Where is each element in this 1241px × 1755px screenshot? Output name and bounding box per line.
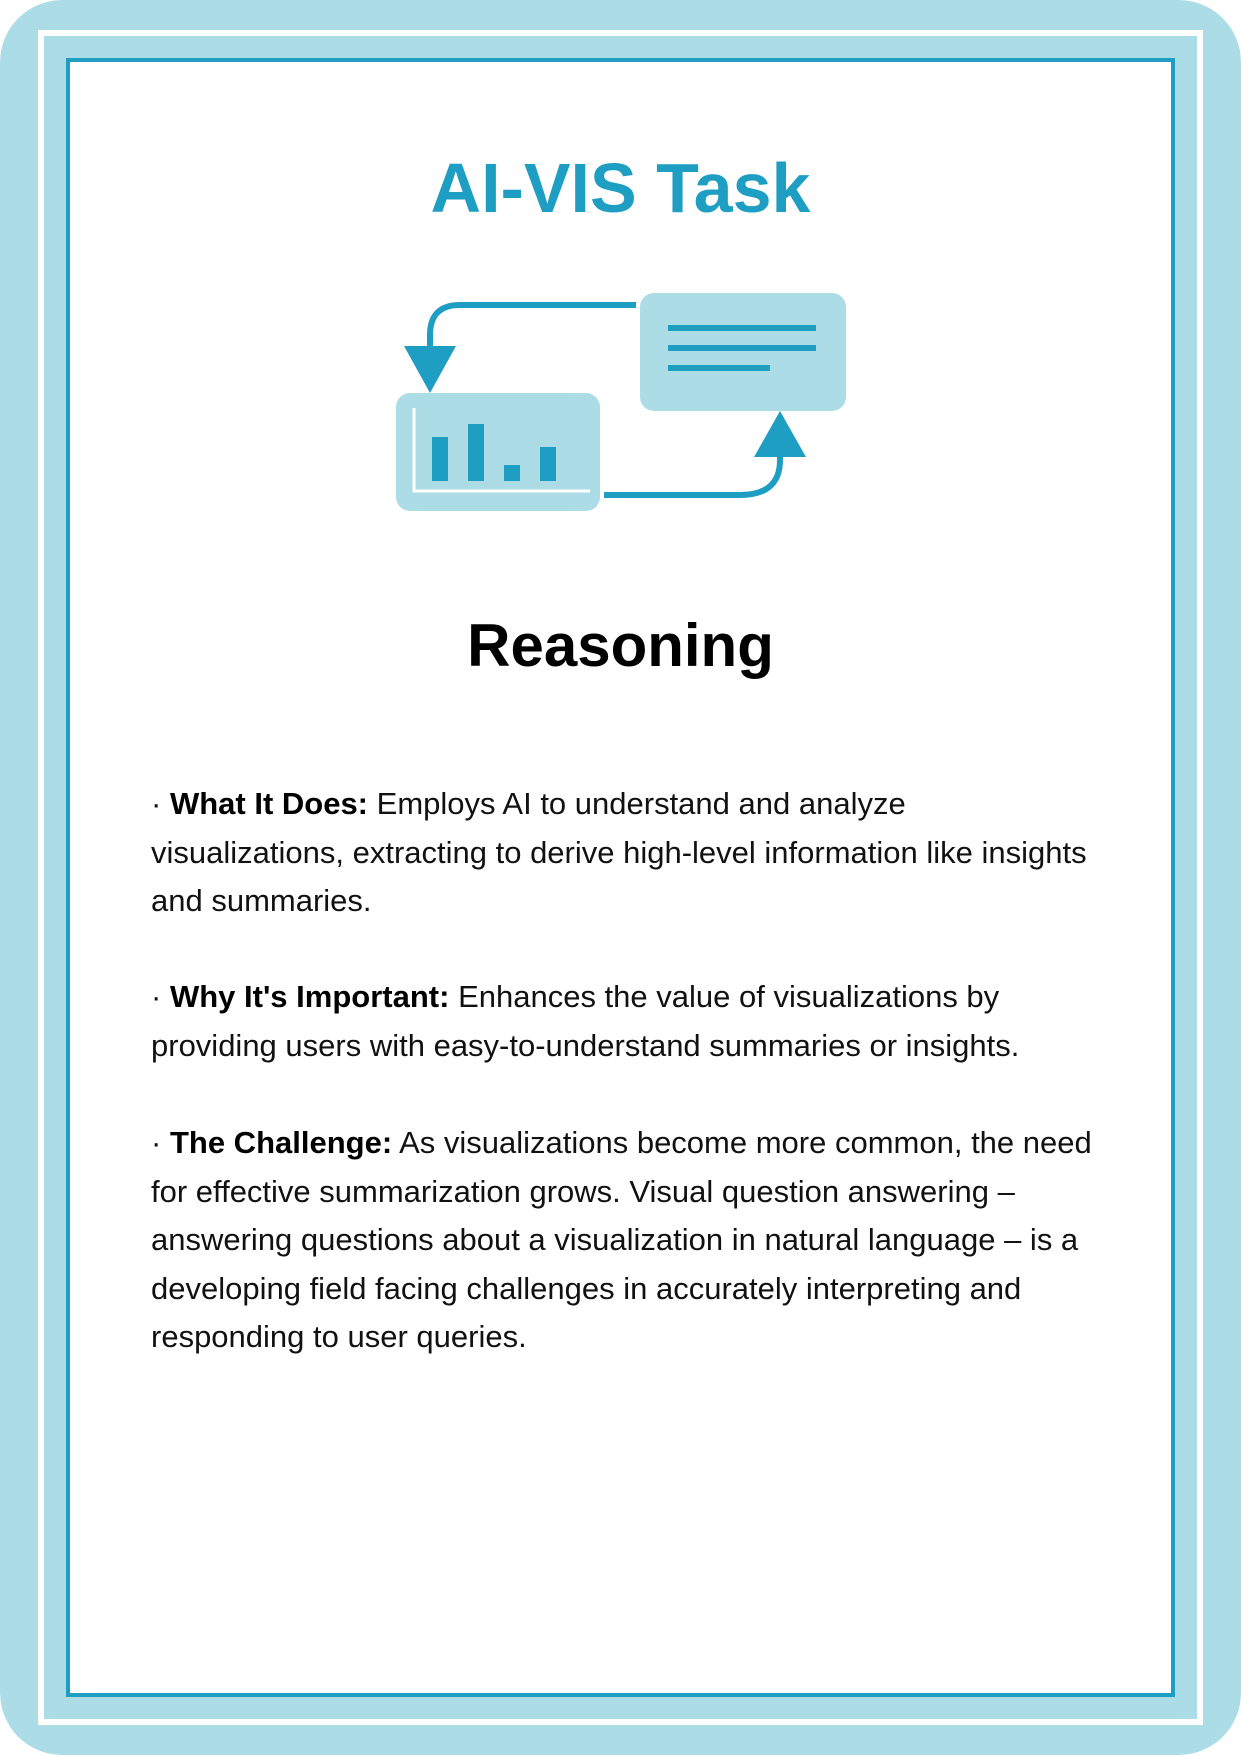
bullet: · [151,1125,162,1160]
text-panel-icon [640,293,846,411]
section-text: Employs AI to understand and analyze vis… [151,786,1087,918]
card-border-inner [66,58,1175,1697]
chart-panel-icon [396,393,600,511]
section-why-important: · Why It's Important: Enhances the value… [151,973,1101,1070]
bullet: · [151,786,162,821]
section-text: As visualizations become more common, th… [151,1125,1092,1354]
arrow-up-icon [754,411,806,457]
section-label: What It Does: [169,786,369,821]
chart-to-text-cycle-icon [390,290,850,520]
section-label: The Challenge: [169,1125,393,1160]
section-what-it-does: · What It Does: Employs AI to understand… [151,780,1101,926]
section-challenge: · The Challenge: As visualizations becom… [151,1119,1101,1362]
task-name: Reasoning [467,612,774,679]
section-text: Enhances the value of visualizations by … [151,979,1020,1063]
section-label: Why It's Important: [169,979,450,1014]
arrow-down-icon [404,346,456,393]
card-title: AI-VIS Task [430,149,811,227]
card-border-band [44,36,1197,1719]
bullet: · [151,979,162,1014]
card-border-gap [38,30,1203,1725]
